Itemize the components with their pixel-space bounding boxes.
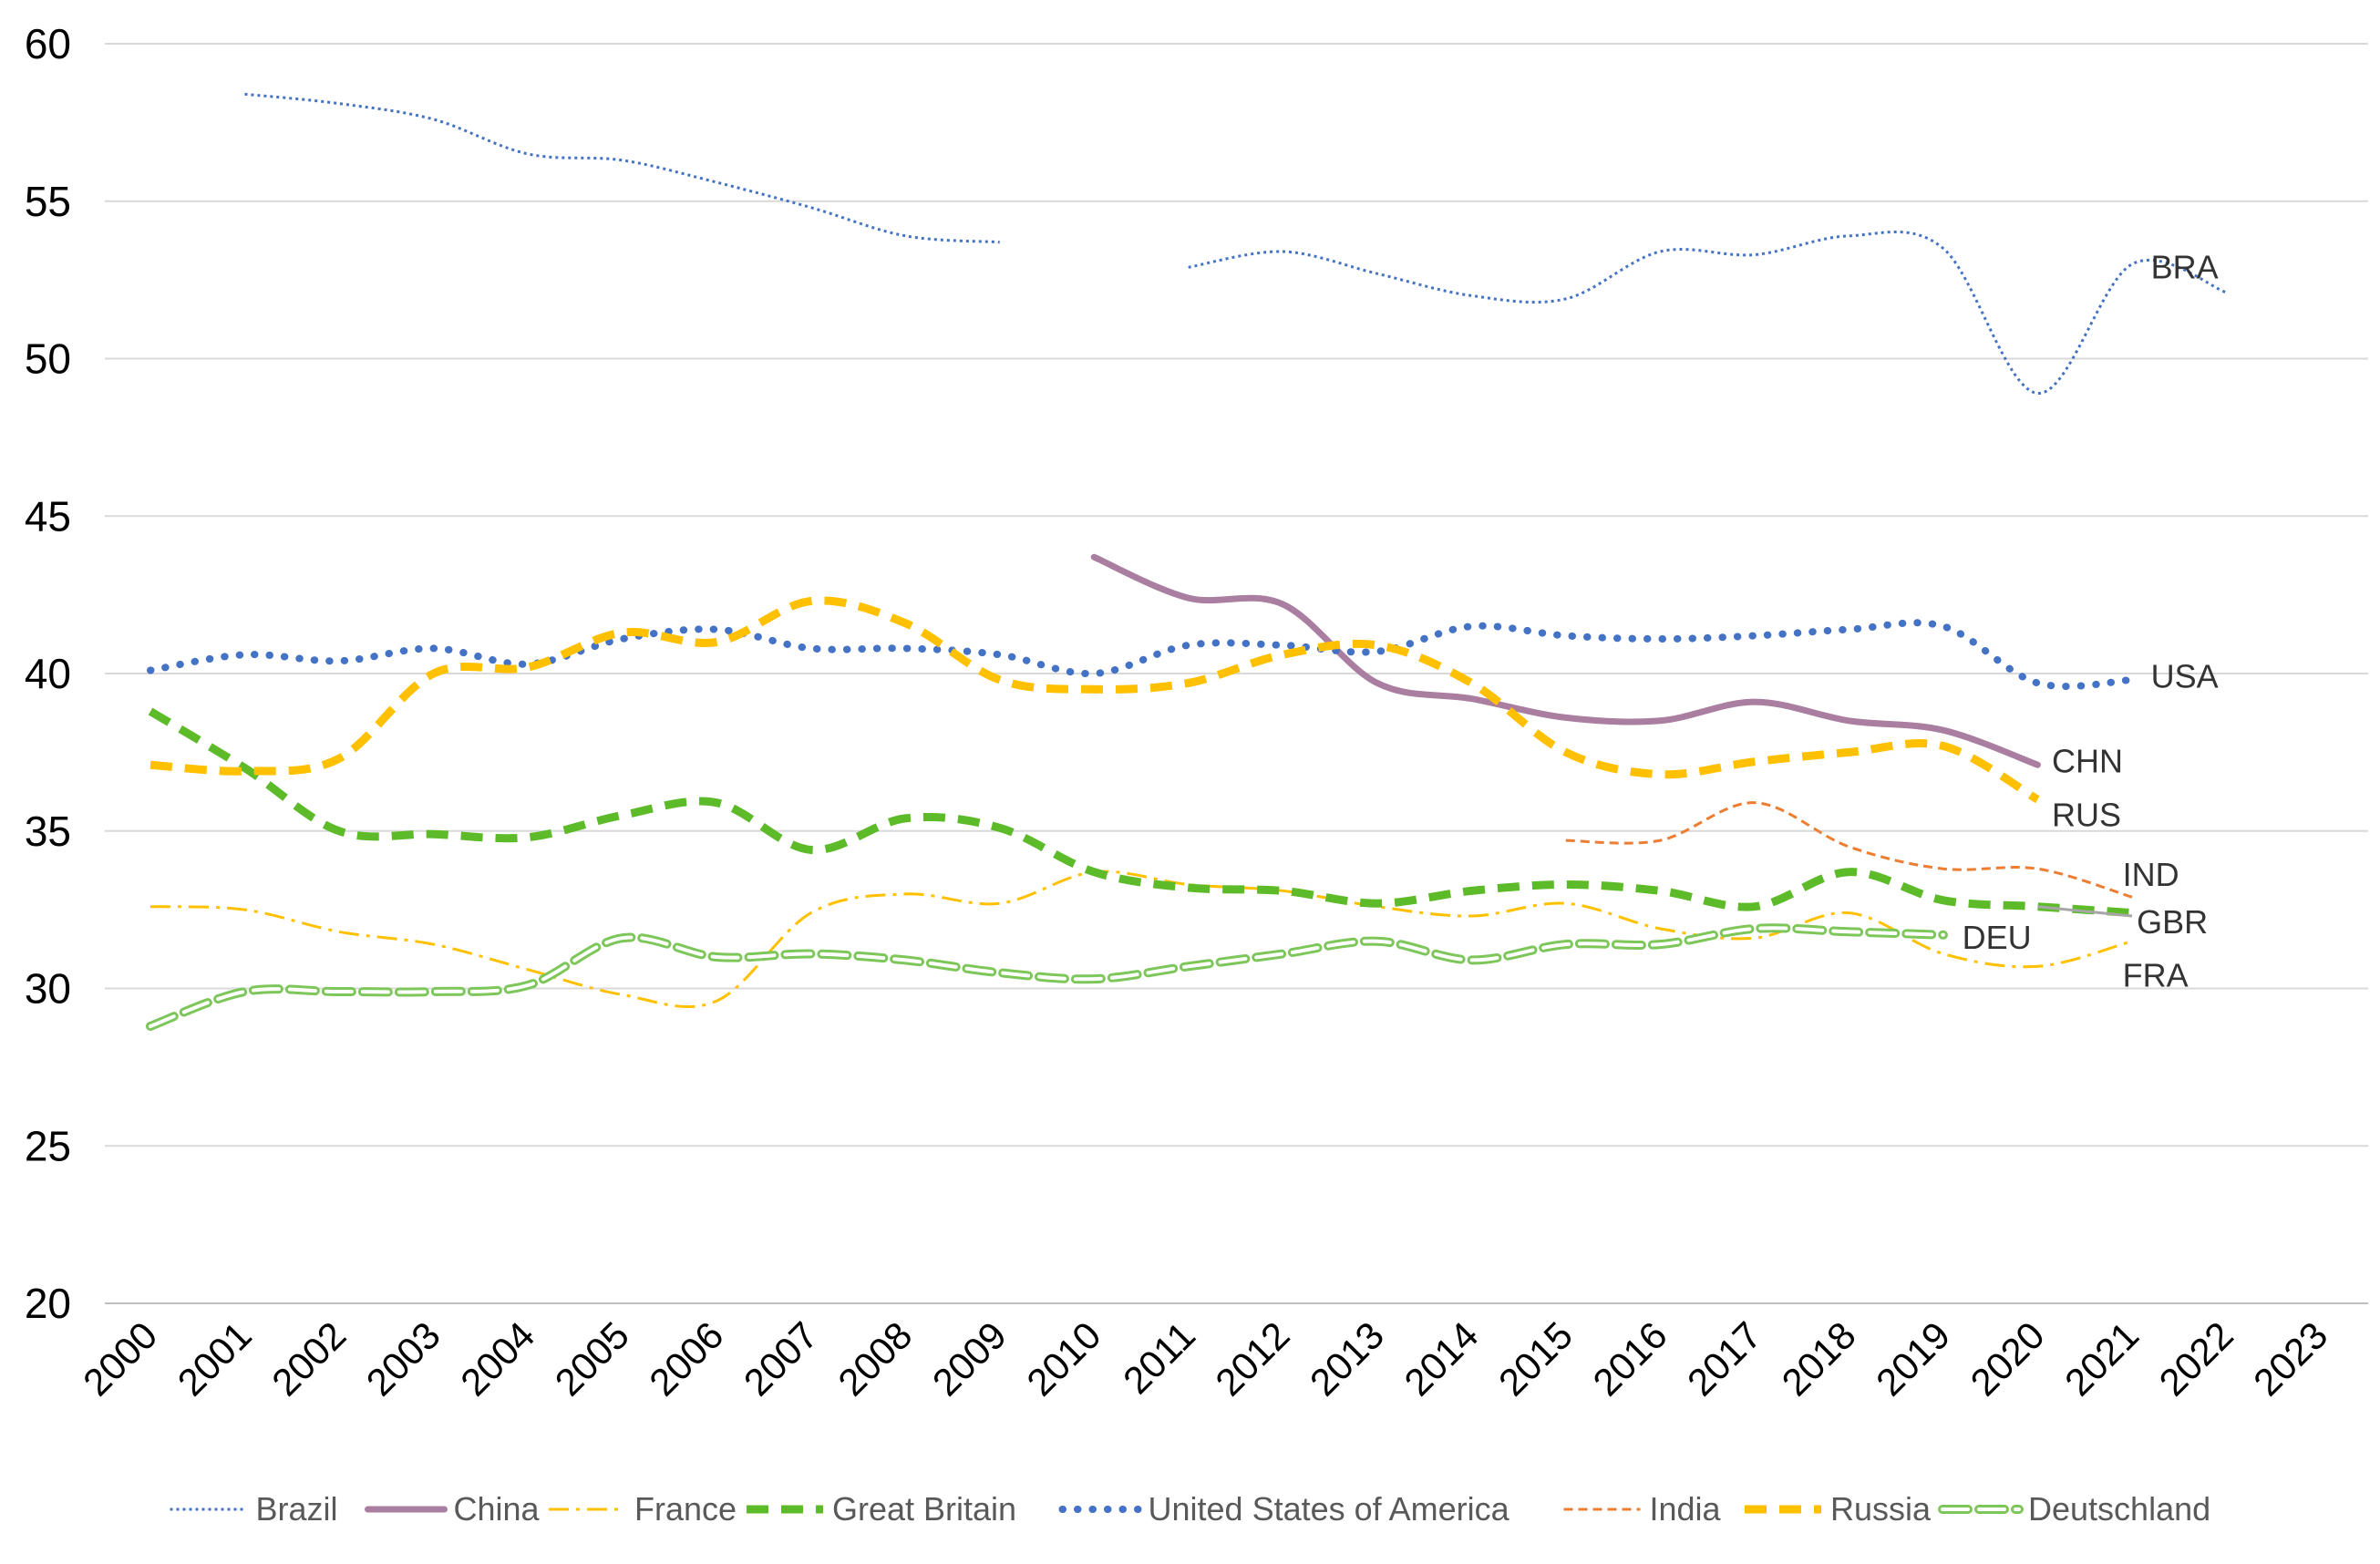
series-line-deu-seg0-inner — [149, 926, 1945, 1028]
end-label-usa: USA — [2151, 657, 2219, 695]
x-axis-tick-labels: 2000 2001 2002 2003 2004 2005 2006 2007 2008 2009… — [75, 1313, 2335, 1404]
x-tick-label: 2002 — [263, 1313, 354, 1404]
series-line-usa-seg0 — [147, 619, 2136, 691]
end-label-fra: FRA — [2123, 957, 2189, 994]
legend-item-gbr: Great Britain — [747, 1490, 1016, 1528]
y-tick-label: 55 — [25, 178, 71, 225]
y-tick-label: 60 — [25, 20, 71, 67]
series-line-fra-seg0 — [149, 869, 2133, 1008]
end-label-bra: BRA — [2151, 248, 2219, 285]
x-tick-label: 2017 — [1679, 1313, 1769, 1404]
y-tick-label: 45 — [25, 492, 71, 540]
x-tick-label: 2006 — [641, 1313, 731, 1404]
x-tick-label: 2023 — [2245, 1313, 2335, 1404]
GBR-connector — [2037, 905, 2133, 918]
legend-item-ind: India — [1563, 1490, 1722, 1528]
series-deutschland — [146, 923, 1948, 1031]
series-brazil — [244, 92, 2228, 396]
x-tick-label: 2010 — [1018, 1313, 1108, 1404]
x-tick-label: 2018 — [1773, 1313, 1863, 1404]
series-united-states-of-america — [147, 619, 2136, 691]
x-tick-label: 2011 — [1115, 1313, 1203, 1402]
end-label-rus: RUS — [2052, 796, 2121, 833]
x-tick-label: 2012 — [1207, 1313, 1297, 1404]
y-tick-label: 30 — [25, 965, 71, 1013]
x-tick-label: 2016 — [1584, 1313, 1674, 1404]
series-lines — [146, 92, 2228, 1031]
end-label-deu: DEU — [1963, 919, 2032, 956]
series-great-britain — [148, 707, 2133, 918]
x-tick-label: 2020 — [1962, 1313, 2052, 1404]
legend-item-usa: United States of America — [1058, 1490, 1510, 1528]
x-tick-label: 2009 — [924, 1313, 1015, 1404]
legend-label-chn: China — [454, 1490, 541, 1528]
x-tick-label: 2008 — [829, 1313, 920, 1404]
legend-label-fra: France — [634, 1490, 737, 1528]
y-tick-label: 20 — [25, 1280, 71, 1327]
x-tick-label: 2007 — [736, 1313, 826, 1404]
series-india — [1565, 801, 2133, 899]
x-tick-label: 2001 — [170, 1313, 260, 1404]
x-tick-label: 2003 — [358, 1313, 448, 1404]
legend-item-rus: Russia — [1745, 1490, 1932, 1528]
x-tick-label: 2022 — [2151, 1313, 2241, 1404]
gridlines — [105, 43, 2368, 1147]
end-label-ind: IND — [2123, 856, 2179, 893]
series-line-chn-seg0 — [1090, 553, 2041, 768]
series-france — [149, 869, 2133, 1008]
legend-label-rus: Russia — [1830, 1490, 1932, 1528]
x-tick-label: 2000 — [75, 1313, 165, 1404]
series-line-bra-seg1 — [1188, 231, 2228, 396]
legend: Brazil China France Great Britain United Sta… — [170, 1490, 2210, 1528]
series-line-ind-seg0 — [1565, 801, 2133, 899]
y-tick-label: 40 — [25, 650, 71, 697]
legend-item-bra: Brazil — [170, 1490, 338, 1528]
x-tick-label: 2014 — [1396, 1313, 1486, 1404]
legend-item-fra: France — [549, 1490, 737, 1528]
end-label-gbr: GBR — [2137, 903, 2208, 941]
legend-label-bra: Brazil — [256, 1490, 338, 1528]
y-tick-label: 35 — [25, 808, 71, 855]
series-line-rus-seg0 — [149, 596, 2040, 804]
y-tick-label: 50 — [25, 335, 71, 383]
y-tick-label: 25 — [25, 1122, 71, 1169]
end-label-chn: CHN — [2052, 743, 2123, 780]
legend-item-chn: China — [365, 1490, 541, 1528]
x-tick-label: 2021 — [2056, 1313, 2147, 1404]
series-line-bra-seg0 — [244, 92, 1000, 244]
legend-item-deu: Deutschland — [1938, 1490, 2210, 1528]
series-line-gbr-seg0 — [148, 707, 2133, 918]
x-tick-label: 2015 — [1490, 1313, 1581, 1404]
x-tick-label: 2013 — [1302, 1313, 1392, 1404]
legend-label-ind: India — [1650, 1490, 1722, 1528]
y-axis-tick-labels: 20 25 30 35 40 45 50 55 60 — [25, 20, 71, 1327]
series-russia — [149, 596, 2040, 804]
x-tick-label: 2004 — [452, 1313, 542, 1404]
legend-label-usa: United States of America — [1149, 1490, 1510, 1528]
series-china — [1090, 553, 2041, 768]
legend-label-deu: Deutschland — [2028, 1490, 2210, 1528]
legend-label-gbr: Great Britain — [832, 1490, 1016, 1528]
x-tick-label: 2019 — [1868, 1313, 1958, 1404]
x-tick-label: 2005 — [547, 1313, 637, 1404]
